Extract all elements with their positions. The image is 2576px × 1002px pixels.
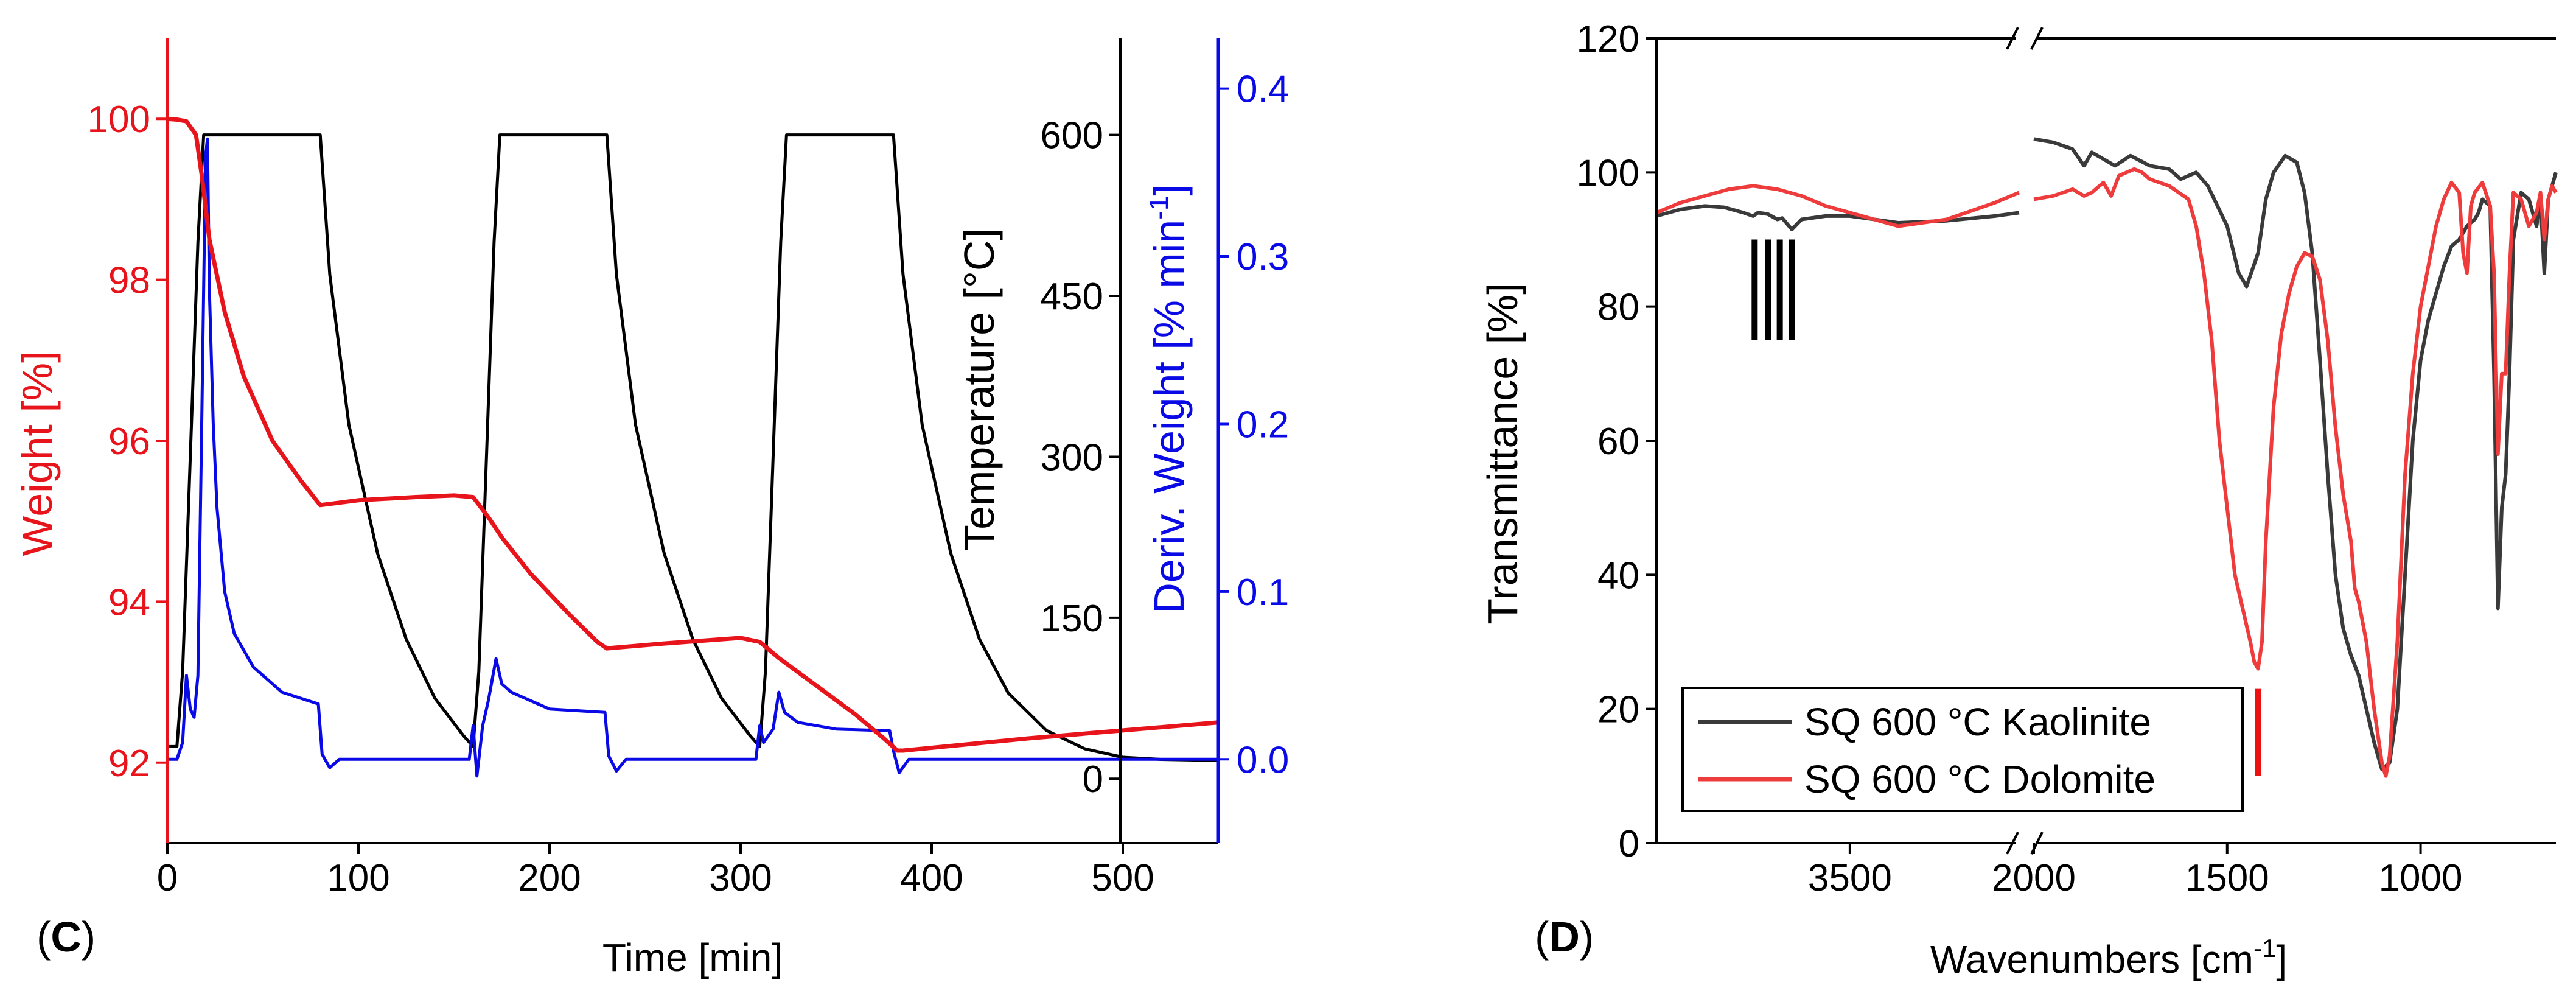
d-y-tick-label: 100 [1577, 152, 1639, 194]
d-legend: SQ 600 °C Kaolinite SQ 600 °C Dolomite [1681, 687, 2244, 812]
d-y-tick-label: 120 [1577, 18, 1639, 60]
d-axis-break-mark [2030, 27, 2044, 50]
d-panel-label: (D) [1535, 913, 1594, 961]
c-x-axis-label: Time [min] [602, 936, 783, 979]
c-weight-tick-label: 100 [88, 99, 150, 141]
legend-label-kaolinite: SQ 600 °C Kaolinite [1804, 700, 2151, 744]
c-x-tick-label: 500 [1091, 857, 1154, 899]
c-temp-tick-label: 300 [1041, 436, 1103, 478]
c-weight-tick-label: 96 [108, 421, 150, 463]
d-series-line-0-0 [1656, 204, 2020, 231]
c-series-line-deriv [167, 137, 1218, 778]
d-series-line-1-1 [2033, 167, 2558, 778]
c-deriv-tick-label: 0.4 [1237, 69, 1289, 111]
c-temperature-axis-label: Temperature [°C] [955, 228, 1003, 551]
c-x-tick-label: 400 [900, 857, 963, 899]
c-weight-tick-label: 92 [108, 743, 150, 785]
c-temp-tick-label: 0 [1083, 759, 1103, 801]
c-deriv-tick-label: 0.0 [1237, 739, 1289, 781]
d-y-axis-label: Transmittance [%] [1479, 282, 1526, 624]
c-series-line-left [167, 116, 1219, 753]
c-x-tick-label: 0 [157, 857, 178, 899]
c-x-tick-label: 100 [327, 857, 389, 899]
c-series-line-temp [167, 133, 1219, 762]
c-panel-label: (C) [37, 913, 96, 961]
d-x-tick-label: 3500 [1808, 857, 1892, 899]
d-y-tick-label: 80 [1597, 287, 1639, 329]
c-deriv-tick-label: 0.2 [1237, 404, 1289, 446]
panel-d-chart: 0 20 40 60 80 100 120 3500 2000 1500 1000 Transmit… [1479, 18, 2558, 981]
c-deriv-tick-label: 0.1 [1237, 572, 1289, 614]
c-x-tick-label: 300 [709, 857, 772, 899]
c-temp-tick-label: 150 [1041, 598, 1103, 640]
d-x-axis-label: Wavenumbers [cm-1] [1930, 934, 2287, 981]
d-y-tick-label: 0 [1619, 823, 1639, 865]
d-x-tick-label: 2000 [1992, 857, 2076, 899]
c-weight-tick-label: 94 [108, 581, 150, 623]
c-temp-tick-label: 600 [1041, 115, 1103, 157]
panel-c-chart: 0 100 200 300 400 500 92 94 96 98 100 0 150 300 450 600… [13, 38, 1289, 979]
d-axis-break-mark [2006, 27, 2019, 50]
d-x-tick-label: 1000 [2379, 857, 2463, 899]
d-x-tick-label: 1500 [2185, 857, 2269, 899]
d-series-line-1-0 [1655, 184, 2020, 228]
c-deriv-tick-label: 0.3 [1237, 236, 1289, 278]
d-axis-break-mark [2006, 832, 2019, 855]
legend-box [1681, 687, 2244, 812]
c-x-tick-label: 200 [518, 857, 581, 899]
c-weight-axis-label: Weight [%] [13, 351, 61, 556]
legend-label-dolomite: SQ 600 °C Dolomite [1804, 757, 2155, 801]
c-weight-tick-label: 98 [108, 260, 150, 302]
d-series-line-0-1 [2033, 137, 2558, 771]
c-deriv-weight-axis-label: Deriv. Weight [% min-1] [1144, 184, 1193, 614]
d-y-tick-label: 60 [1597, 421, 1639, 463]
d-y-tick-label: 40 [1597, 555, 1639, 597]
d-y-tick-label: 20 [1597, 689, 1639, 731]
c-temp-tick-label: 450 [1041, 276, 1103, 318]
